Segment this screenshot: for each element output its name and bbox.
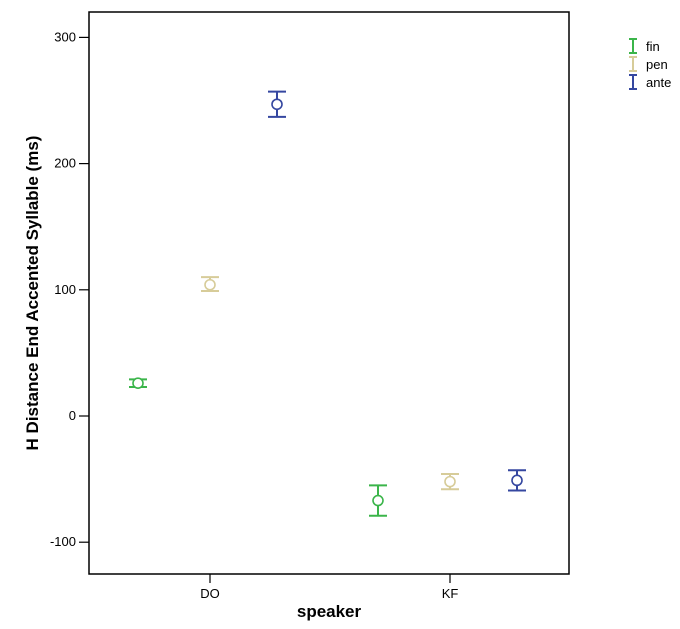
x-tick-label: KF xyxy=(442,586,459,601)
error-bar-fin-DO xyxy=(129,377,147,389)
y-tick-label: 200 xyxy=(54,156,76,171)
legend-item-ante: ante xyxy=(629,74,671,90)
y-axis: -100 0 100 200 300 xyxy=(50,29,89,549)
error-bar-ante-KF xyxy=(508,469,526,492)
y-tick-label: 100 xyxy=(54,282,76,297)
mean-marker xyxy=(204,278,216,291)
legend-label: fin xyxy=(646,39,660,54)
y-axis-title: H Distance End Accented Syllable (ms) xyxy=(23,136,42,451)
mean-marker xyxy=(372,494,384,507)
legend-item-pen: pen xyxy=(629,56,668,72)
mean-marker xyxy=(132,377,144,389)
mean-marker xyxy=(271,98,283,111)
legend-item-fin: fin xyxy=(629,38,660,54)
error-bar-pen-KF xyxy=(441,473,459,491)
mean-marker xyxy=(444,475,456,488)
legend-label: pen xyxy=(646,57,668,72)
legend: fin pen ante xyxy=(629,38,671,90)
error-bar-ante-DO xyxy=(268,90,286,118)
plot-frame xyxy=(88,11,570,575)
error-bar-fin-KF xyxy=(369,484,387,517)
x-tick-label: DO xyxy=(200,586,220,601)
legend-label: ante xyxy=(646,75,671,90)
y-tick-label: -100 xyxy=(50,534,76,549)
error-bar-marks xyxy=(129,90,526,517)
x-axis-title: speaker xyxy=(297,602,362,621)
y-tick-label: 0 xyxy=(69,408,76,423)
mean-marker xyxy=(511,474,523,487)
error-bar-pen-DO xyxy=(201,276,219,293)
x-axis: DO KF xyxy=(200,574,458,601)
y-tick-label: 300 xyxy=(54,29,76,44)
